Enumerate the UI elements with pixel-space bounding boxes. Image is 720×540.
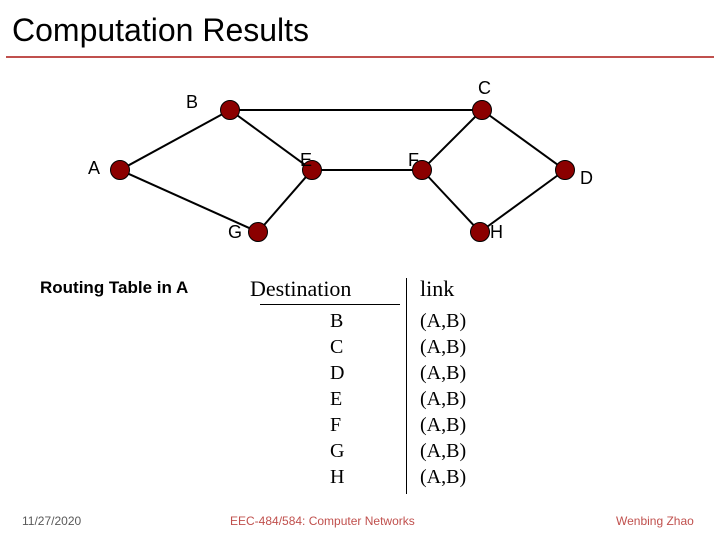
link-cell: (A,B): [420, 362, 466, 385]
dest-cell: E: [330, 388, 342, 411]
dest-cell: G: [330, 440, 344, 463]
edge-B-C: [230, 109, 482, 111]
node-label-C: C: [478, 78, 491, 99]
node-label-D: D: [580, 168, 593, 189]
dest-cell: D: [330, 362, 344, 385]
node-D: [555, 160, 575, 180]
table-hline: [260, 304, 400, 305]
dest-cell: C: [330, 336, 343, 359]
table-vline: [406, 278, 407, 494]
node-label-A: A: [88, 158, 100, 179]
edge-F-H: [421, 169, 480, 232]
routing-table-caption: Routing Table in A: [40, 278, 188, 298]
edge-A-B: [120, 109, 231, 171]
footer-author: Wenbing Zhao: [616, 514, 694, 528]
slide: { "title": { "text": "Computation Result…: [0, 0, 720, 540]
edge-C-D: [481, 109, 565, 171]
dest-cell: B: [330, 310, 343, 333]
link-cell: (A,B): [420, 414, 466, 437]
dest-cell: H: [330, 466, 344, 489]
edge-E-F: [312, 169, 422, 171]
col-header-destination: Destination: [250, 276, 351, 302]
link-cell: (A,B): [420, 336, 466, 359]
node-label-E: E: [300, 150, 312, 171]
link-cell: (A,B): [420, 440, 466, 463]
node-H: [470, 222, 490, 242]
slide-title: Computation Results: [12, 12, 309, 49]
edge-G-E: [257, 169, 313, 232]
link-cell: (A,B): [420, 388, 466, 411]
dest-cell: F: [330, 414, 341, 437]
node-G: [248, 222, 268, 242]
footer-center: EEC-484/584: Computer Networks: [230, 514, 415, 528]
node-label-B: B: [186, 92, 198, 113]
node-C: [472, 100, 492, 120]
footer-date: 11/27/2020: [22, 514, 81, 528]
node-A: [110, 160, 130, 180]
link-cell: (A,B): [420, 310, 466, 333]
edge-C-F: [421, 109, 482, 170]
link-cell: (A,B): [420, 466, 466, 489]
node-label-H: H: [490, 222, 503, 243]
node-label-G: G: [228, 222, 242, 243]
title-underline: [6, 56, 714, 58]
col-header-link: link: [420, 276, 454, 302]
node-B: [220, 100, 240, 120]
node-label-F: F: [408, 150, 419, 171]
